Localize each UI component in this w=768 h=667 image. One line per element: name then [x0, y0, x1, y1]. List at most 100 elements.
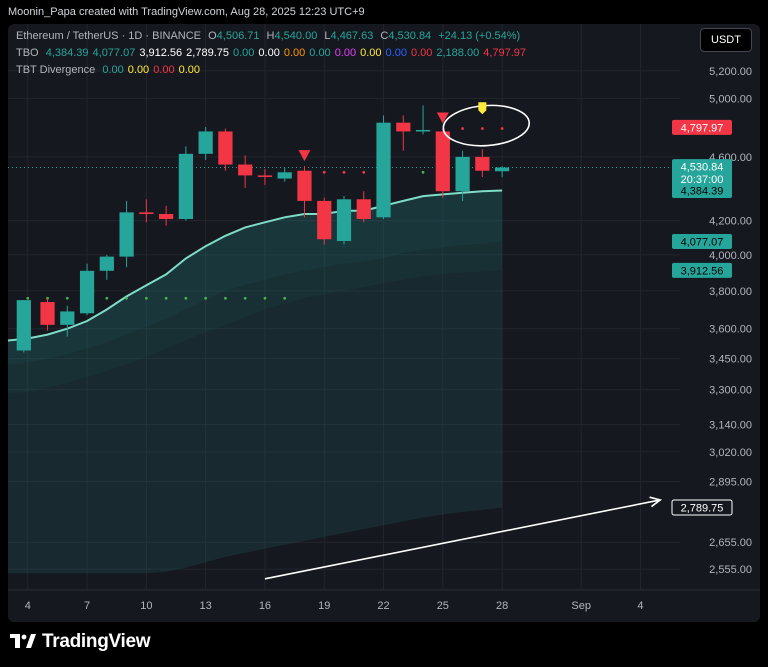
signal-dot-green-3: [65, 296, 69, 300]
legend-close-value: 4,530.84: [388, 30, 432, 42]
y-tick-label-6: 3,800.00: [709, 286, 752, 298]
candle-body-20: [396, 122, 411, 132]
tbo-value-13: 2,188.00: [436, 47, 480, 59]
price-label-5: 3,912.56: [681, 265, 724, 277]
x-tick-label-7: 22: [377, 600, 389, 612]
y-tick-label-10: 3,140.00: [709, 420, 752, 432]
legend-tbo-values: 4,384.39 4,077.07 3,912.56 2,789.75 0.00 0.00…: [46, 47, 530, 59]
candle-body-19: [376, 122, 391, 218]
tbo-value-1: 4,384.39: [45, 47, 89, 59]
signal-dot-green-5: [105, 296, 109, 300]
signal-dot-green-late-1: [421, 170, 425, 174]
x-tick-label-8: 25: [437, 600, 449, 612]
signal-dot-green-14: [283, 296, 287, 300]
price-label-3: 4,384.39: [681, 186, 724, 198]
price-chart[interactable]: 4 7 10 13 16 19 22 25 28 Sep 45,200.005,000.004,60…: [8, 24, 760, 622]
price-label-box-3: [672, 183, 732, 199]
legend-symbol[interactable]: Ethereum / TetherUS · 1D · BINANCE: [16, 30, 202, 42]
y-tick-label-11: 3,020.00: [709, 447, 752, 459]
legend-divergence-values: 0.00 0.00 0.00 0.00: [102, 64, 204, 76]
tbo-value-9: 0.00: [334, 47, 357, 59]
price-label-box-4: [672, 233, 732, 249]
tradingview-mark-icon: [10, 634, 36, 648]
legend-tbo-name[interactable]: TBO: [16, 47, 39, 59]
price-label-box-1: [672, 119, 732, 135]
band-zone-2: [8, 241, 503, 394]
candle-body-14: [277, 172, 292, 179]
divergence-value-3: 0.00: [153, 64, 175, 76]
signal-dot-green-11: [224, 296, 227, 300]
candle-body-5: [99, 256, 114, 271]
candle-body-24: [475, 156, 490, 171]
legend-divergence-row[interactable]: TBT Divergence 0.00 0.00 0.00 0.00: [16, 62, 534, 79]
x-tick-label-4: 13: [200, 600, 212, 612]
legend-divergence-name[interactable]: TBT Divergence: [16, 64, 96, 76]
signal-dot-red-3: [342, 170, 346, 174]
candle-body-9: [178, 153, 193, 219]
price-label-box-6: [671, 499, 733, 516]
candle-body-3: [60, 311, 75, 325]
x-tick-label-10: Sep: [571, 600, 591, 612]
signal-dot-green-9: [184, 296, 188, 300]
candle-body-15: [297, 170, 312, 201]
sell-signal-marker-1: [298, 150, 311, 162]
tbo-value-8: 0.00: [309, 47, 331, 59]
legend-high-label: H: [266, 30, 275, 42]
band-zone-1: [8, 190, 503, 365]
tbo-value-12: 0.00: [410, 47, 433, 59]
annotation-flag-marker: [478, 102, 487, 115]
legend-open-value: 4,506.71: [216, 30, 260, 42]
candle-body-21: [415, 129, 431, 132]
legend-symbol-row: Ethereum / TetherUS · 1D · BINANCE O4,50…: [16, 28, 534, 45]
tbo-value-2: 4,077.07: [92, 47, 136, 59]
currency-button[interactable]: USDT: [700, 28, 752, 52]
tbo-value-11: 0.00: [385, 47, 407, 59]
candle-body-12: [238, 164, 253, 176]
x-tick-label-1: 4: [25, 600, 31, 612]
candle-body-4: [79, 270, 95, 314]
signal-dot-green-6: [125, 296, 128, 300]
candle-body-2: [40, 301, 55, 325]
candle-body-25: [495, 167, 510, 172]
y-tick-label-13: 2,655.00: [709, 537, 752, 549]
candle-body-6: [119, 212, 134, 257]
tbo-value-3: 3,912.56: [139, 47, 183, 59]
signal-dot-green-13: [263, 296, 267, 300]
tbo-value-4: 2,789.75: [186, 47, 229, 59]
price-label-2: 4,530.84: [681, 162, 724, 174]
price-label-4: 4,077.07: [681, 236, 724, 248]
tradingview-logo[interactable]: TradingView: [10, 630, 151, 654]
y-tick-label-9: 3,300.00: [709, 385, 752, 397]
candle-body-18: [356, 199, 371, 219]
signal-dot-green-1: [26, 296, 30, 300]
legend-low-value: 4,467.63: [330, 30, 374, 42]
candle-body-8: [159, 214, 174, 219]
candle-body-11: [218, 131, 233, 165]
tbo-value-10: 0.00: [360, 47, 382, 59]
legend-tbo-row[interactable]: TBO 4,384.39 4,077.07 3,912.56 2,789.75 0.00…: [16, 45, 534, 62]
x-tick-label-9: 28: [496, 600, 508, 612]
chart-pane[interactable]: 4 7 10 13 16 19 22 25 28 Sep 4 5,200.00 5,000.00 4,60…: [8, 24, 760, 622]
candle-body-7: [139, 212, 154, 215]
y-tick-label-8: 3,450.00: [709, 354, 752, 366]
candle-body-16: [317, 200, 332, 240]
signal-dot-green-12: [243, 296, 247, 300]
y-tick-label-4: 4,200.00: [709, 216, 752, 228]
signal-dot-green-7: [144, 296, 148, 300]
x-axis-bar: [8, 590, 760, 622]
signal-dot-red-high-3: [500, 127, 504, 130]
legend-low-label: L: [324, 30, 331, 42]
divergence-value-1: 0.00: [102, 64, 124, 76]
legend-high-value: 4,540.00: [274, 30, 318, 42]
tradingview-wordmark: TradingView: [42, 631, 151, 652]
band-line: [8, 189, 503, 342]
x-tick-label-11: 4: [637, 600, 643, 612]
legend-change: +24.13 (+0.54%): [438, 30, 521, 42]
candle-body-10: [198, 131, 213, 154]
signal-dot-red-4: [362, 170, 366, 174]
x-tick-label-5: 16: [259, 600, 271, 612]
price-label-1: 4,797.97: [681, 122, 724, 134]
y-tick-label-14: 2,555.00: [709, 564, 752, 576]
tbo-value-5: 0.00: [233, 47, 255, 59]
